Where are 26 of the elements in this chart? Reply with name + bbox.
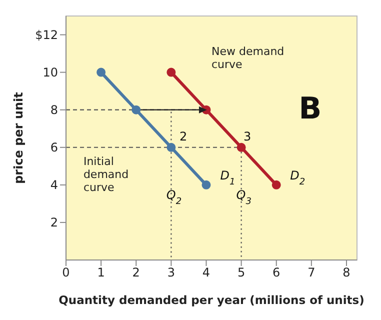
- annotation: D$_{2}$: [290, 168, 306, 188]
- x-tick-label: 4: [202, 266, 210, 280]
- x-tick-label: 8: [342, 266, 350, 280]
- x-tick-label: 6: [272, 266, 280, 280]
- annotation: B: [298, 91, 322, 126]
- x-tick-label: 5: [237, 266, 246, 280]
- annotation: Q$_{3}$: [236, 188, 252, 207]
- annotation: Q$_{2}$: [166, 188, 182, 207]
- x-tick-label: 2: [132, 266, 140, 280]
- x-axis-title: Quantity demanded per year (millions of units): [58, 293, 364, 307]
- y-tick-label: 8: [50, 103, 58, 118]
- y-tick-label: $12: [35, 28, 58, 42]
- x-tick-label: 3: [167, 266, 175, 280]
- y-tick-label: 2: [50, 216, 58, 230]
- y-tick-label: 6: [50, 140, 58, 155]
- annotation: Initial demand curve: [83, 154, 129, 194]
- annotation: 3: [244, 129, 252, 144]
- y-tick-label: 4: [50, 178, 58, 192]
- annotation: 2: [179, 129, 188, 144]
- y-tick-label: 10: [42, 66, 58, 80]
- x-tick-label: 0: [62, 266, 70, 280]
- x-tick-label: 1: [97, 266, 105, 280]
- annotation: D$_{1}$: [220, 168, 236, 188]
- x-tick-label: 7: [308, 266, 316, 280]
- annotation: New demand curve: [212, 45, 284, 72]
- y-axis-title: price per unit: [11, 92, 26, 184]
